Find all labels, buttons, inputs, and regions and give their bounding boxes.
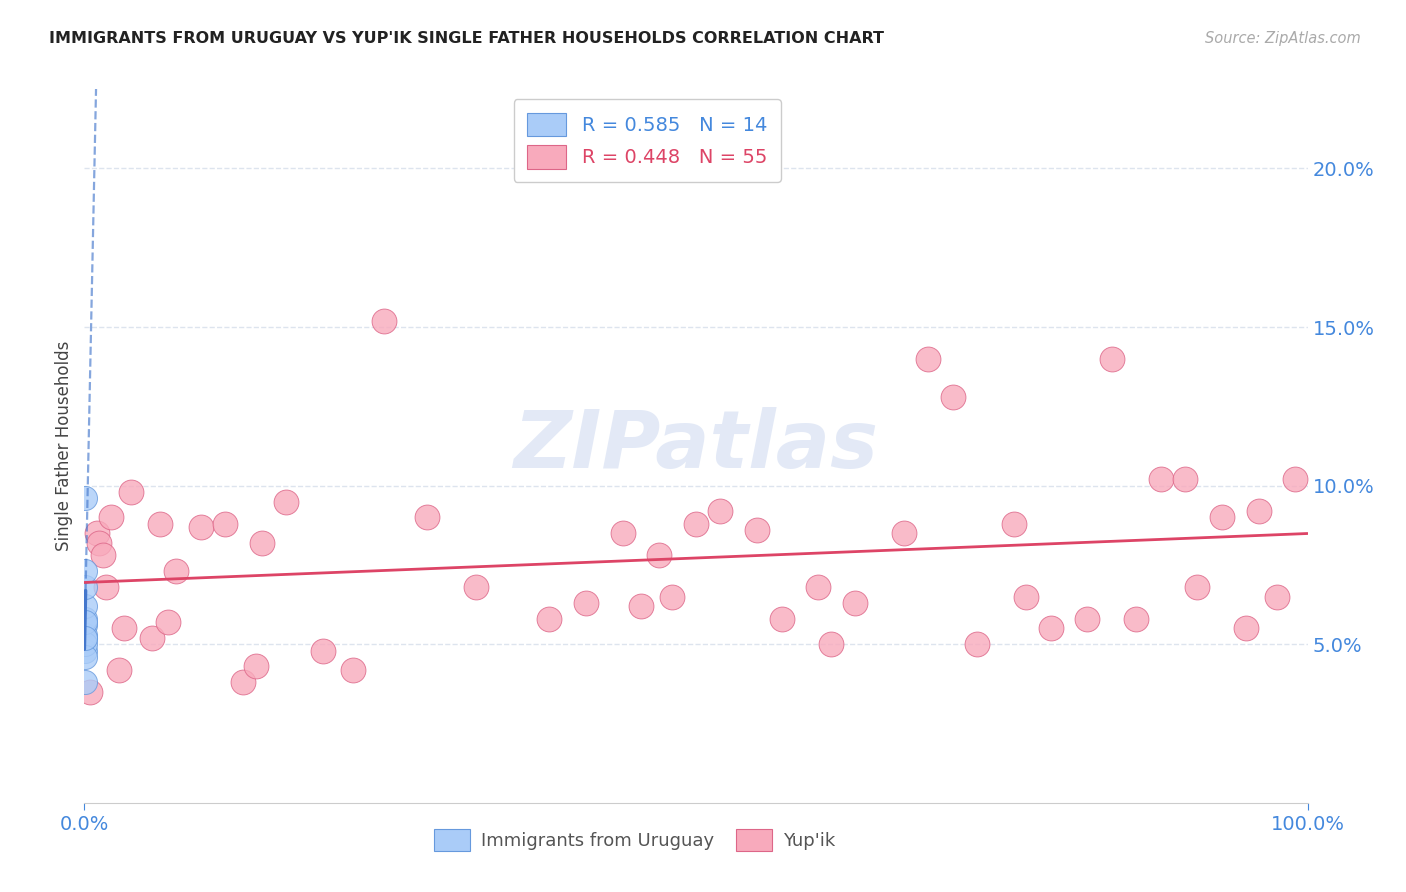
Point — [107, 663, 129, 677]
Point — [73, 649, 96, 664]
Point — [1174, 472, 1197, 486]
Point — [190, 520, 212, 534]
Point — [73, 599, 96, 614]
Point — [709, 504, 731, 518]
Point — [141, 631, 163, 645]
Point — [538, 612, 561, 626]
Point — [820, 637, 842, 651]
Point — [1076, 612, 1098, 626]
Point — [1002, 516, 1025, 531]
Point — [575, 596, 598, 610]
Point — [96, 580, 118, 594]
Point — [966, 637, 988, 651]
Point — [1211, 510, 1233, 524]
Point — [630, 599, 652, 614]
Point — [464, 580, 486, 594]
Point — [1187, 580, 1209, 594]
Point — [1015, 590, 1038, 604]
Point — [661, 590, 683, 604]
Point — [312, 643, 335, 657]
Point — [917, 351, 939, 366]
Point — [73, 631, 96, 645]
Point — [75, 675, 97, 690]
Point — [120, 485, 142, 500]
Point — [100, 510, 122, 524]
Point — [73, 628, 96, 642]
Point — [75, 564, 97, 578]
Point — [893, 526, 915, 541]
Point — [232, 675, 254, 690]
Point — [1125, 612, 1147, 626]
Point — [250, 535, 273, 549]
Point — [276, 494, 298, 508]
Point — [1150, 472, 1173, 486]
Point — [1284, 472, 1306, 486]
Point — [73, 615, 96, 629]
Point — [112, 621, 135, 635]
Point — [91, 549, 114, 563]
Point — [844, 596, 866, 610]
Point — [1265, 590, 1288, 604]
Point — [75, 491, 97, 506]
Point — [807, 580, 830, 594]
Point — [416, 510, 439, 524]
Point — [245, 659, 267, 673]
Text: IMMIGRANTS FROM URUGUAY VS YUP'IK SINGLE FATHER HOUSEHOLDS CORRELATION CHART: IMMIGRANTS FROM URUGUAY VS YUP'IK SINGLE… — [49, 31, 884, 46]
Text: Source: ZipAtlas.com: Source: ZipAtlas.com — [1205, 31, 1361, 46]
Point — [685, 516, 707, 531]
Point — [87, 535, 110, 549]
Point — [156, 615, 179, 629]
Point — [648, 549, 671, 563]
Y-axis label: Single Father Households: Single Father Households — [55, 341, 73, 551]
Point — [75, 580, 97, 594]
Point — [942, 390, 965, 404]
Point — [75, 631, 97, 645]
Point — [342, 663, 364, 677]
Point — [1236, 621, 1258, 635]
Point — [1101, 351, 1123, 366]
Text: ZIPatlas: ZIPatlas — [513, 407, 879, 485]
Point — [612, 526, 634, 541]
Point — [73, 637, 96, 651]
Point — [214, 516, 236, 531]
Point — [73, 618, 96, 632]
Point — [1039, 621, 1062, 635]
Point — [73, 643, 96, 657]
Point — [79, 685, 101, 699]
Point — [86, 526, 108, 541]
Point — [1247, 504, 1270, 518]
Point — [165, 564, 187, 578]
Legend: Immigrants from Uruguay, Yup'ik: Immigrants from Uruguay, Yup'ik — [427, 822, 842, 858]
Point — [149, 516, 172, 531]
Point — [770, 612, 793, 626]
Point — [373, 314, 395, 328]
Point — [73, 612, 96, 626]
Point — [747, 523, 769, 537]
